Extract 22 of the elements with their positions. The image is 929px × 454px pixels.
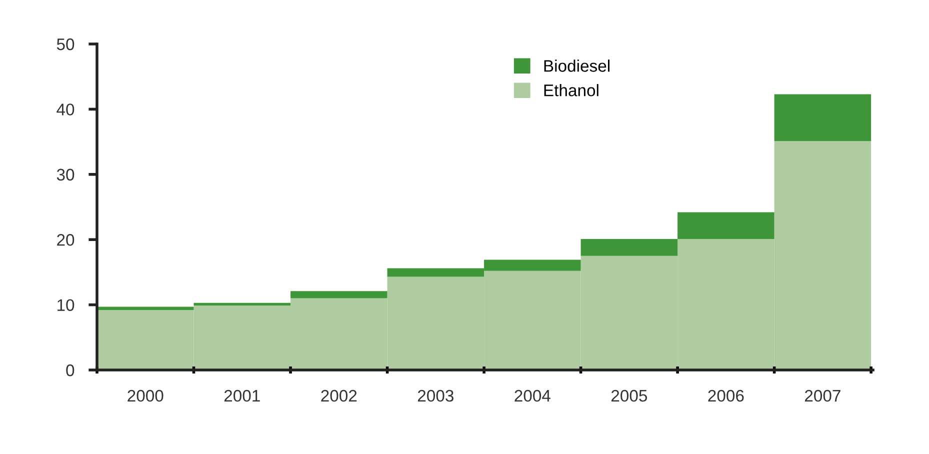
y-tick-label: 50: [56, 38, 74, 50]
y-tick-label: 10: [58, 299, 74, 312]
x-tick-label: 2004: [514, 390, 550, 402]
x-tick-label: 2003: [418, 390, 454, 402]
x-tick-label: 2000: [128, 390, 164, 402]
y-tick-label: 30: [56, 168, 74, 181]
legend-label: Ethanol: [544, 84, 598, 96]
y-tick-label: 20: [57, 234, 74, 246]
legend-label: Biodiesel: [544, 60, 610, 72]
y-tick-label: 40: [56, 104, 74, 116]
bar: [580, 238, 678, 256]
x-tick-label: 2007: [804, 390, 840, 402]
bar: [774, 94, 872, 142]
bar: [678, 212, 774, 239]
x-tick-label: 2001: [224, 390, 260, 402]
x-tick-label: 2005: [611, 390, 648, 402]
bar: [97, 306, 194, 310]
bar: [290, 291, 388, 298]
x-tick-label: 2002: [321, 390, 357, 402]
bar: [194, 302, 291, 306]
y-tick-label: 0: [66, 364, 74, 376]
x-tick-label: 2006: [708, 390, 744, 402]
